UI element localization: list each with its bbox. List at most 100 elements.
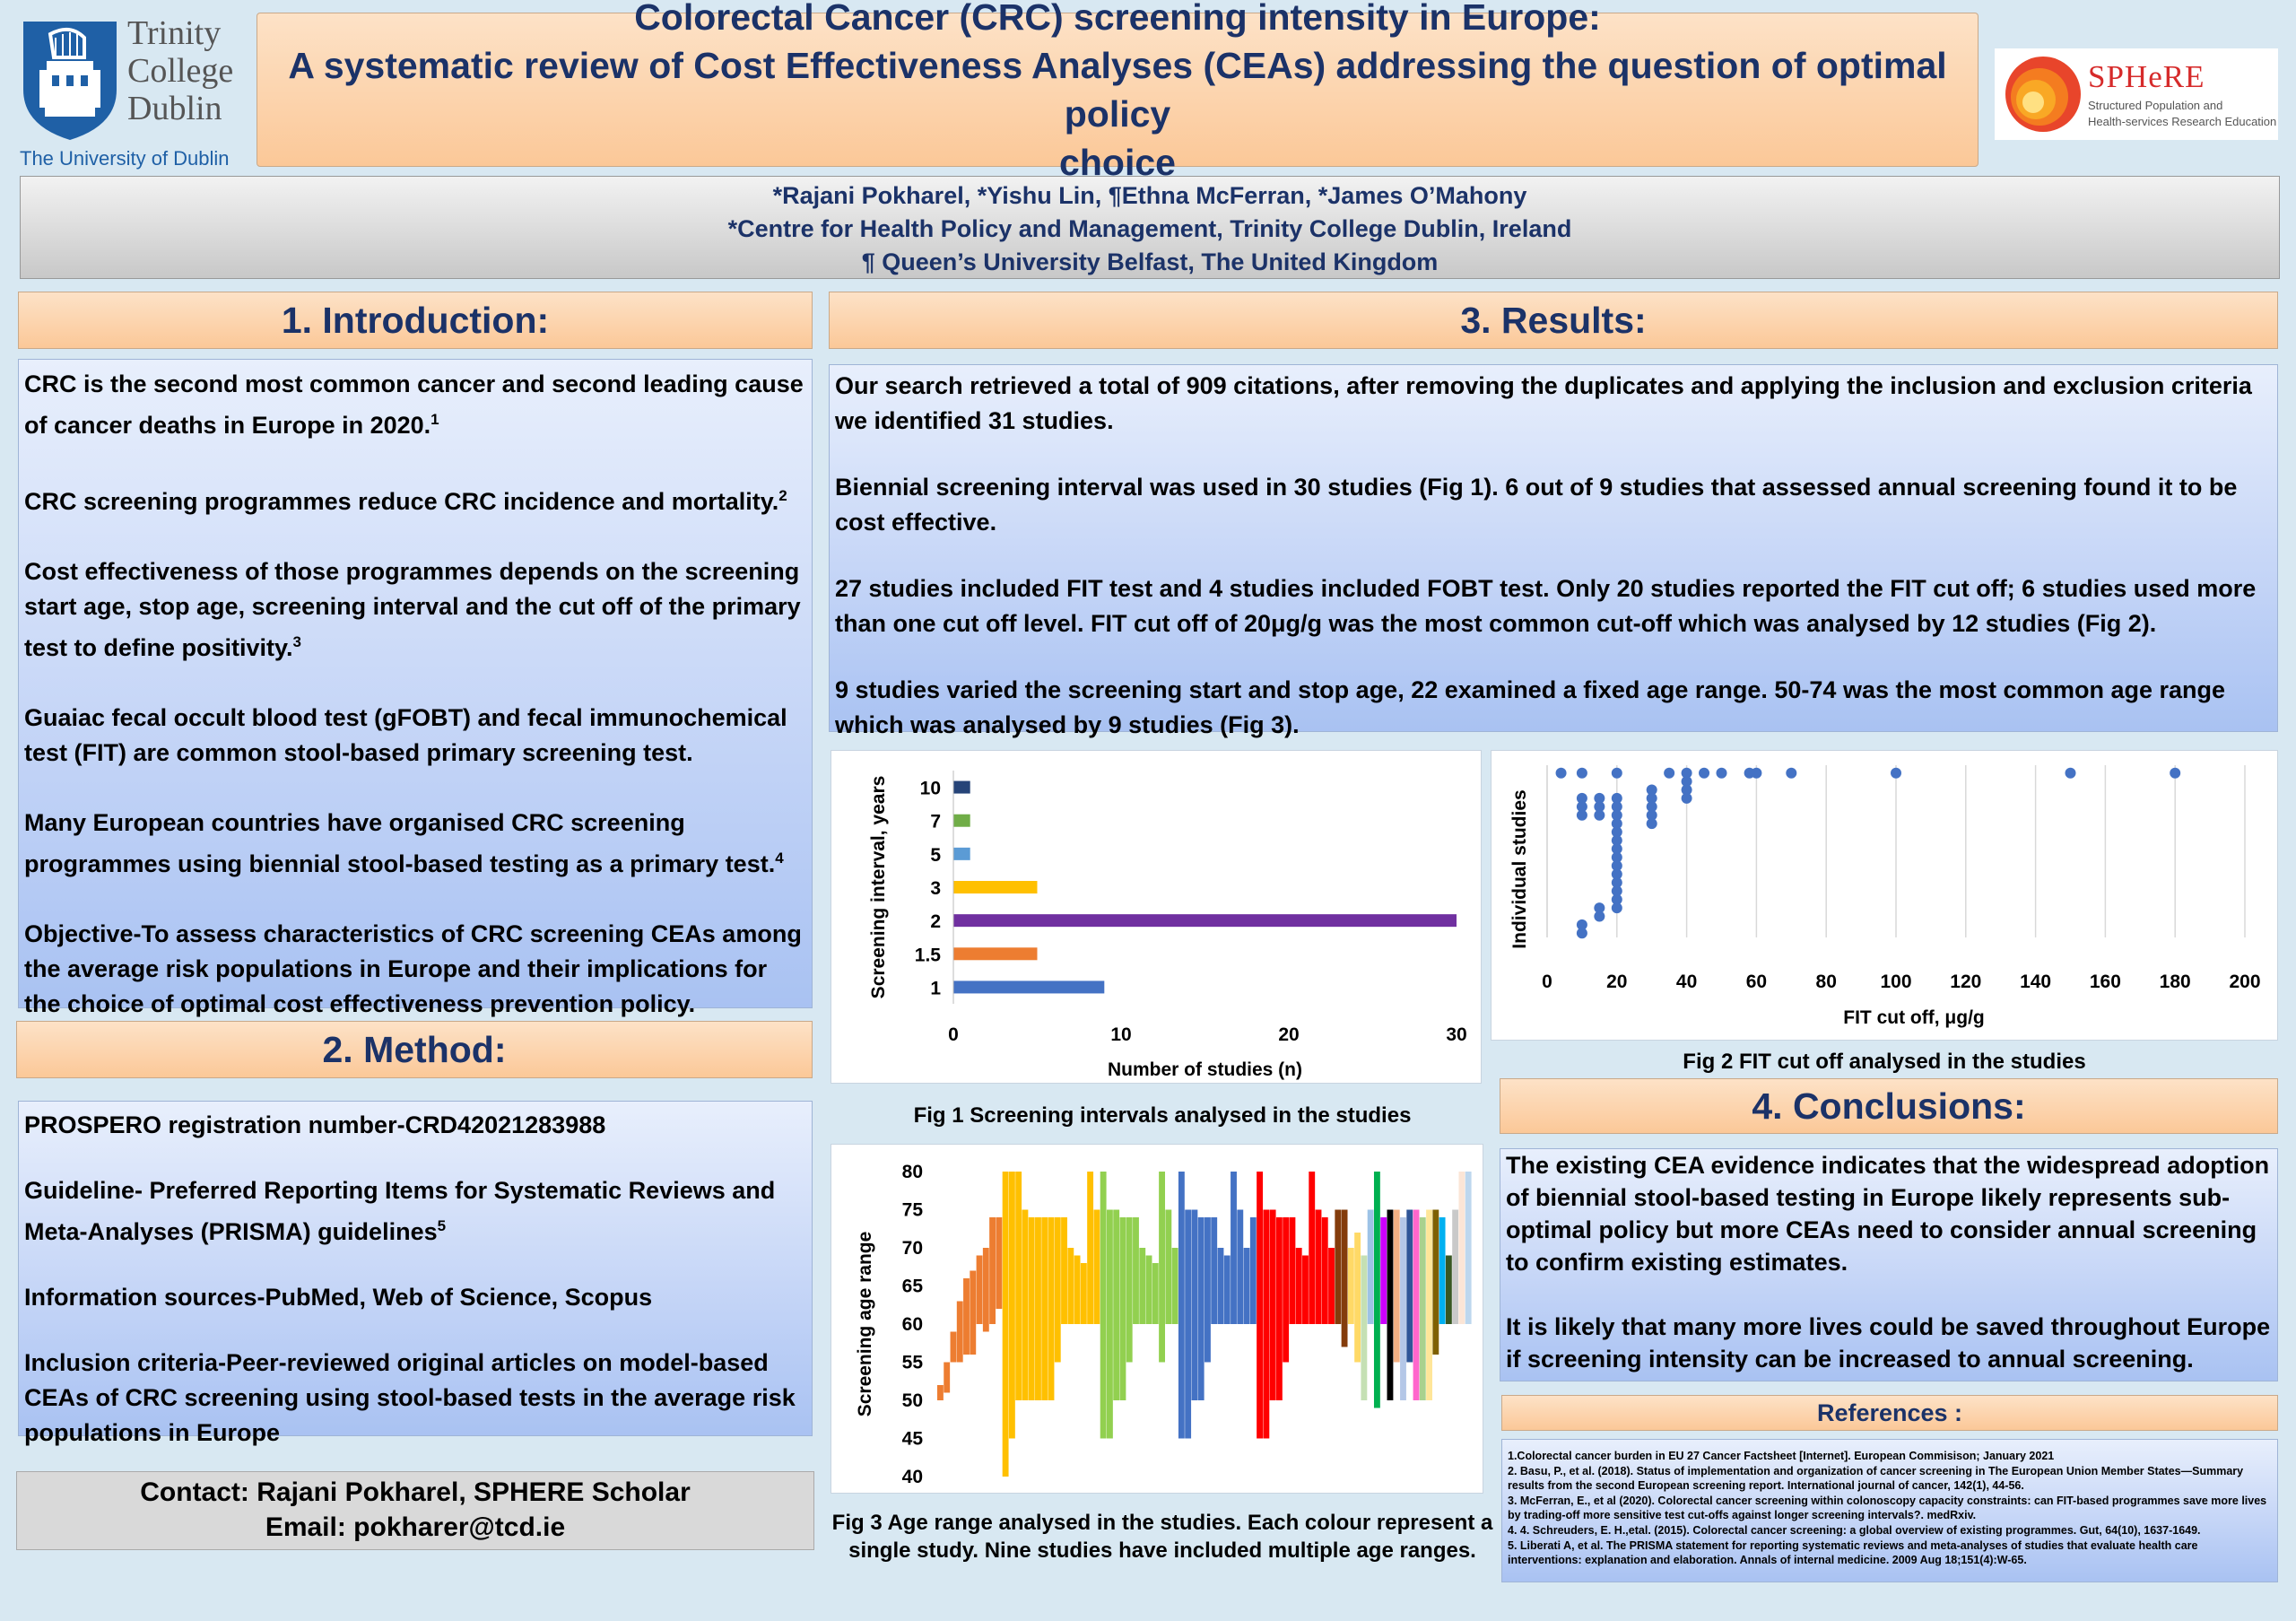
fig3-age-range-bar	[1347, 1248, 1354, 1324]
results-p4: 9 studies varied the screening start and…	[835, 676, 2226, 738]
fig3-age-range-bar	[1205, 1217, 1211, 1363]
title-line-1: Colorectal Cancer (CRC) screening intens…	[634, 0, 1601, 38]
fig3-age-range-bar	[1289, 1217, 1296, 1324]
fig2-point	[1716, 767, 1727, 779]
conclusions-p1: The existing CEA evidence indicates that…	[1506, 1152, 2270, 1276]
intro-p5: Many European countries have organised C…	[24, 809, 776, 877]
intro-objective: Objective-To assess characteristics of C…	[24, 920, 802, 1017]
fig2-x-tick-label: 100	[1880, 972, 1911, 992]
fig3-age-range-bar	[1419, 1217, 1426, 1400]
fig2-point	[1681, 784, 1692, 796]
fig3-age-range-bar	[1302, 1255, 1309, 1324]
fig3-age-range-bar	[1341, 1209, 1348, 1347]
fig3-age-range-bar	[1283, 1217, 1290, 1363]
reference-item: 5. Liberati A, et al. The PRISMA stateme…	[1508, 1539, 2198, 1566]
fig2-point	[1646, 792, 1657, 804]
fig3-age-range-bar	[956, 1301, 963, 1363]
tcd-logo: Trinity College Dublin The University of…	[16, 14, 246, 176]
fig2-point	[1611, 868, 1622, 880]
fig2-chart: 0 20 40 60 80 100 120 140 160 180 200 FIT cut off, …	[1509, 765, 2261, 1028]
fig2-x-tick-label: 40	[1676, 972, 1697, 992]
fig1-category-label: 1	[930, 978, 941, 998]
reference-item: 4. 4. Schreuders, E. H.,etal. (2015). Co…	[1508, 1524, 2201, 1537]
logo-line-trinity: Trinity	[127, 14, 222, 52]
authors-banner: *Rajani Pokharel, *Yishu Lin, ¶Ethna McF…	[20, 176, 2280, 279]
fig3-age-range-bar	[1048, 1217, 1055, 1400]
fig1-category-label: 5	[930, 845, 941, 866]
fig2-panel: 0 20 40 60 80 100 120 140 160 180 200 FIT cut off, …	[1491, 750, 2278, 1041]
fig3-age-range-bar	[1328, 1248, 1335, 1324]
fig1-bar-5	[953, 847, 970, 860]
fig3-age-range-bar	[1119, 1217, 1126, 1400]
fig3-y-tick-label: 65	[902, 1277, 924, 1297]
fig3-age-range-bar	[1002, 1172, 1009, 1477]
fig2-point	[1594, 809, 1605, 821]
authors-line: *Rajani Pokharel, *Yishu Lin, ¶Ethna McF…	[772, 182, 1527, 209]
fig3-age-range-bar	[976, 1255, 983, 1324]
fig2-point	[1611, 818, 1622, 830]
intro-p1: CRC is the second most common cancer and…	[24, 370, 804, 439]
fig3-age-range-bar	[1054, 1217, 1061, 1363]
references-heading: References :	[1501, 1395, 2278, 1431]
fig2-point	[1555, 767, 1567, 779]
fig3-age-range-bar	[1439, 1217, 1446, 1324]
fig2-point	[1681, 792, 1692, 804]
fig3-age-range-bar	[1367, 1209, 1374, 1324]
fig1-bar-1	[953, 980, 1105, 994]
fig3-age-range-bar	[1275, 1217, 1283, 1400]
reference-item: 1.Colorectal cancer burden in EU 27 Canc…	[1508, 1450, 2055, 1462]
fig3-y-axis-title: Screening age range	[855, 1232, 875, 1417]
fig3-age-range-bar	[1426, 1209, 1432, 1400]
method-heading: 2. Method:	[16, 1021, 813, 1078]
fig3-age-range-bar	[1309, 1172, 1316, 1324]
sphere-name: SPHeRE	[2088, 59, 2205, 94]
fig3-age-range-bar	[1295, 1248, 1302, 1324]
fig3-age-range-bar	[1028, 1217, 1035, 1400]
fig2-point	[1646, 818, 1657, 830]
title-line-2: A systematic review of Cost Effectivenes…	[288, 45, 1947, 135]
fig3-age-range-bar	[1315, 1209, 1322, 1324]
fig3-caption: Fig 3 Age range analysed in the studies.…	[831, 1509, 1494, 1564]
fig3-age-range-bar	[1380, 1217, 1387, 1324]
fig2-point	[1611, 826, 1622, 838]
contact-box: Contact: Rajani Pokharel, SPHERE Scholar…	[16, 1471, 814, 1550]
fig3-age-range-bar	[1100, 1172, 1107, 1439]
fig2-point	[1611, 809, 1622, 821]
fig2-x-tick-label: 180	[2160, 972, 2191, 992]
fig3-age-range-bar	[1249, 1217, 1257, 1324]
results-box: Our search retrieved a total of 909 cita…	[829, 364, 2278, 738]
fig2-point	[1576, 919, 1587, 930]
fig3-age-range-bar	[1093, 1209, 1100, 1324]
fig3-caption-line1: Fig 3 Age range analysed in the studies.…	[831, 1511, 1493, 1535]
fig3-y-tick-label: 50	[902, 1390, 923, 1411]
fig2-x-tick-label: 160	[2090, 972, 2121, 992]
fig2-point	[1576, 801, 1587, 813]
fig2-x-tick-label: 80	[1816, 972, 1837, 992]
affiliation-qub: ¶ Queen’s University Belfast, The United…	[861, 248, 1439, 275]
fig3-age-range-bar	[1106, 1209, 1113, 1439]
fig3-age-range-bar	[1171, 1248, 1178, 1324]
tcd-crest-icon	[23, 22, 117, 140]
fig1-x-tick-label: 0	[948, 1024, 959, 1045]
fig3-y-tick-label: 45	[902, 1429, 924, 1450]
fig2-point	[1611, 792, 1622, 804]
results-p3: 27 studies included FIT test and 4 studi…	[835, 575, 2257, 637]
fig3-y-tick-label: 75	[902, 1200, 924, 1221]
fig2-point	[1611, 876, 1622, 888]
logo-line-college: College	[127, 52, 234, 90]
fig2-point	[1611, 893, 1622, 905]
fig2-y-axis-title: Individual studies	[1509, 789, 1530, 948]
fig1-category-label: 2	[930, 911, 941, 932]
fig2-point	[1594, 902, 1605, 914]
fig3-age-range-bar	[1061, 1217, 1067, 1324]
fig3-age-range-bar	[1432, 1209, 1439, 1355]
conclusions-box: The existing CEA evidence indicates that…	[1500, 1148, 2278, 1381]
method-ref-5: 5	[437, 1217, 447, 1234]
fig3-panel: 40 45 50 55 60 65 70 75 80 Screening age range	[831, 1144, 1483, 1494]
fig3-age-range-bar	[1185, 1209, 1192, 1439]
fig3-age-range-bar	[950, 1331, 957, 1363]
fig1-bar-3	[953, 881, 1038, 893]
fig2-point	[1786, 767, 1797, 779]
introduction-box: CRC is the second most common cancer and…	[18, 359, 813, 1017]
fig3-age-range-bar	[1197, 1217, 1205, 1400]
